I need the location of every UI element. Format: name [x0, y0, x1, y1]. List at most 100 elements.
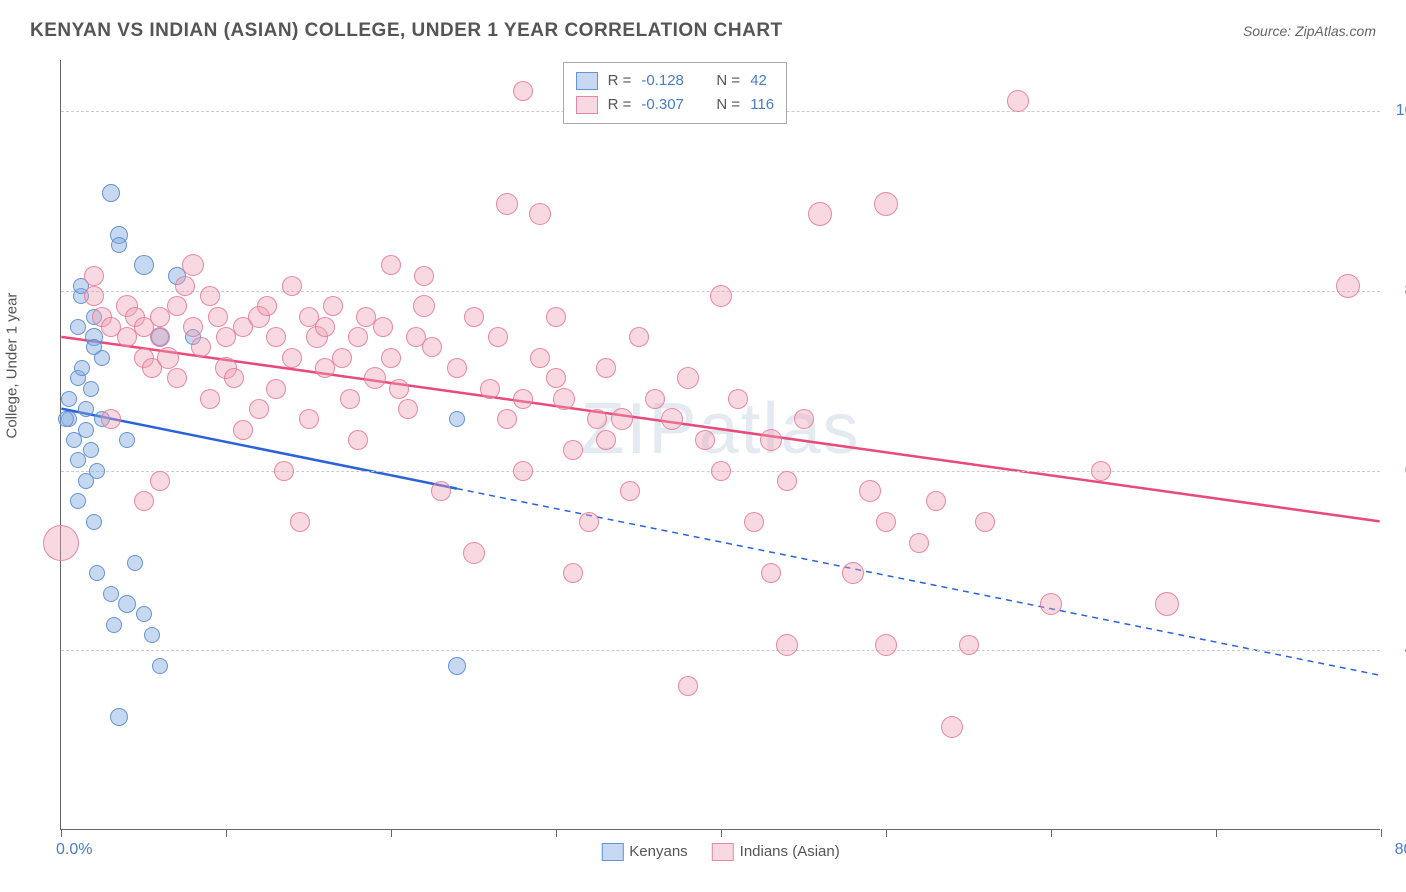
scatter-point — [83, 381, 99, 397]
x-tick — [391, 829, 392, 837]
scatter-point — [611, 408, 633, 430]
scatter-point — [373, 317, 393, 337]
scatter-point — [364, 367, 386, 389]
scatter-point — [711, 461, 731, 481]
scatter-point — [587, 409, 607, 429]
scatter-point — [563, 563, 583, 583]
scatter-point — [661, 408, 683, 430]
scatter-point — [282, 276, 302, 296]
scatter-point — [859, 480, 881, 502]
scatter-point — [744, 512, 764, 532]
scatter-point — [926, 491, 946, 511]
scatter-point — [224, 368, 244, 388]
scatter-point — [678, 676, 698, 696]
scatter-point — [553, 388, 575, 410]
scatter-point — [760, 429, 782, 451]
scatter-point — [488, 327, 508, 347]
scatter-point — [413, 295, 435, 317]
scatter-point — [1040, 593, 1062, 615]
scatter-point — [464, 307, 484, 327]
scatter-point — [167, 296, 187, 316]
scatter-point — [695, 430, 715, 450]
scatter-point — [389, 379, 409, 399]
scatter-point — [596, 430, 616, 450]
scatter-point — [959, 635, 979, 655]
scatter-point — [645, 389, 665, 409]
x-tick — [1381, 829, 1382, 837]
x-tick — [556, 829, 557, 837]
scatter-point — [332, 348, 352, 368]
scatter-point — [398, 399, 418, 419]
scatter-point — [58, 411, 74, 427]
scatter-point — [842, 562, 864, 584]
scatter-point — [546, 307, 566, 327]
scatter-point — [208, 307, 228, 327]
scatter-point — [70, 493, 86, 509]
scatter-point — [381, 348, 401, 368]
scatter-point — [127, 555, 143, 571]
scatter-point — [909, 533, 929, 553]
scatter-point — [110, 708, 128, 726]
scatter-point — [299, 409, 319, 429]
scatter-point — [266, 327, 286, 347]
scatter-point — [84, 266, 104, 286]
correlation-legend: R = -0.128 N = 42R = -0.307 N = 116 — [563, 62, 788, 124]
scatter-point — [89, 463, 105, 479]
scatter-point — [150, 471, 170, 491]
scatter-point — [431, 481, 451, 501]
scatter-point — [620, 481, 640, 501]
scatter-point — [776, 634, 798, 656]
scatter-point — [43, 525, 79, 561]
scatter-point — [1336, 274, 1360, 298]
y-axis-label: College, Under 1 year — [4, 293, 21, 439]
scatter-point — [529, 203, 551, 225]
scatter-point — [78, 401, 94, 417]
scatter-point — [83, 442, 99, 458]
scatter-point — [496, 193, 518, 215]
scatter-point — [941, 716, 963, 738]
scatter-point — [530, 348, 550, 368]
trend-lines-svg — [61, 60, 1380, 829]
scatter-point — [175, 276, 195, 296]
x-tick — [886, 829, 887, 837]
scatter-point — [152, 658, 168, 674]
scatter-point — [513, 461, 533, 481]
scatter-point — [563, 440, 583, 460]
scatter-point — [274, 461, 294, 481]
scatter-point — [875, 634, 897, 656]
scatter-point — [86, 339, 102, 355]
scatter-point — [282, 348, 302, 368]
scatter-point — [808, 202, 832, 226]
scatter-point — [70, 452, 86, 468]
scatter-point — [249, 399, 269, 419]
scatter-point — [74, 360, 90, 376]
x-tick — [721, 829, 722, 837]
y-tick-label: 100.0% — [1396, 102, 1406, 120]
scatter-point — [84, 286, 104, 306]
scatter-point — [596, 358, 616, 378]
scatter-point — [257, 296, 277, 316]
scatter-point — [70, 319, 86, 335]
scatter-point — [182, 254, 204, 276]
scatter-point — [150, 327, 170, 347]
chart-plot-area: ZIPatlas 47.5%65.0%82.5%100.0%0.0%80.0%R… — [60, 60, 1380, 830]
scatter-point — [111, 237, 127, 253]
scatter-point — [546, 368, 566, 388]
scatter-point — [629, 327, 649, 347]
scatter-point — [323, 296, 343, 316]
scatter-point — [89, 565, 105, 581]
scatter-point — [134, 255, 154, 275]
gridline — [61, 650, 1380, 651]
scatter-point — [1007, 90, 1029, 112]
scatter-point — [975, 512, 995, 532]
scatter-point — [101, 409, 121, 429]
scatter-point — [579, 512, 599, 532]
x-tick — [226, 829, 227, 837]
scatter-point — [1091, 461, 1111, 481]
scatter-point — [200, 389, 220, 409]
scatter-point — [134, 491, 154, 511]
scatter-point — [61, 391, 77, 407]
scatter-point — [1155, 592, 1179, 616]
scatter-point — [497, 409, 517, 429]
scatter-point — [381, 255, 401, 275]
